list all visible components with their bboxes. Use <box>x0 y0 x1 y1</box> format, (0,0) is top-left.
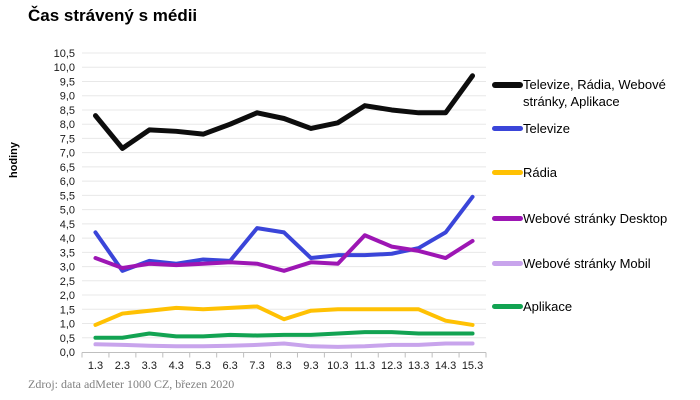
x-tick-label: 2.3 <box>115 360 130 372</box>
y-tick-label: 10,5 <box>54 48 75 60</box>
y-tick-label: 1,5 <box>60 304 75 316</box>
x-tick-label: 3.3 <box>142 360 157 372</box>
legend-swatch <box>492 170 523 175</box>
y-tick-label: 7,0 <box>60 148 75 160</box>
legend-item: Aplikace <box>492 298 693 315</box>
legend-label: Webové stránky Mobil <box>523 256 651 271</box>
y-tick-label: 6,0 <box>60 176 75 188</box>
legend-swatch <box>492 216 523 221</box>
legend-item: Televize <box>492 120 693 137</box>
x-tick-label: 4.3 <box>169 360 184 372</box>
legend-label: Rádia <box>523 165 557 180</box>
y-tick-label: 5,5 <box>60 190 75 202</box>
x-tick-label: 11.3 <box>355 360 376 372</box>
series-line <box>93 330 475 340</box>
y-tick-label: 0,5 <box>60 333 75 345</box>
legend-item: Televize, Rádia, Webové stránky, Aplikac… <box>492 76 693 110</box>
legend-label: Aplikace <box>523 299 573 314</box>
x-tick-label: 7.3 <box>249 360 264 372</box>
x-tick-label: 6.3 <box>222 360 237 372</box>
x-tick-label: 13.3 <box>408 360 429 372</box>
series-line <box>93 194 475 273</box>
legend-swatch <box>492 126 523 131</box>
y-tick-label: 8,0 <box>60 119 75 131</box>
y-tick-label: 2,5 <box>60 276 75 288</box>
series-line <box>93 304 475 327</box>
y-tick-label: 3,0 <box>60 262 75 274</box>
series-line <box>93 233 475 273</box>
x-tick-label: 8.3 <box>276 360 291 372</box>
x-tick-label: 5.3 <box>196 360 211 372</box>
y-tick-label: 9,5 <box>60 76 75 88</box>
y-tick-label: 8,5 <box>60 105 75 117</box>
legend-swatch <box>492 304 523 309</box>
y-tick-label: 1,0 <box>60 319 75 331</box>
x-tick-label: 12.3 <box>381 360 402 372</box>
legend-swatch <box>492 261 523 266</box>
legend-swatch <box>492 82 523 88</box>
series-line <box>92 73 476 151</box>
legend-item: Rádia <box>492 164 693 181</box>
y-tick-label: 10,0 <box>54 62 75 74</box>
y-tick-label: 9,0 <box>60 91 75 103</box>
chart-title: Čas strávený s médii <box>28 6 198 25</box>
source-note: Zdroj: data adMeter 1000 CZ, březen 2020 <box>28 377 235 391</box>
x-tick-label: 15.3 <box>462 360 483 372</box>
x-tick-label: 14.3 <box>435 360 456 372</box>
y-tick-label: 3,5 <box>60 247 75 259</box>
y-tick-label: 5,0 <box>60 205 75 217</box>
x-tick-label: 9.3 <box>303 360 318 372</box>
y-tick-label: 4,5 <box>60 219 75 231</box>
y-tick-label: 4,0 <box>60 233 75 245</box>
x-tick-label: 1.3 <box>88 360 103 372</box>
legend-label: Televize, Rádia, Webové stránky, Aplikac… <box>523 77 666 109</box>
y-tick-label: 2,0 <box>60 290 75 302</box>
y-tick-label: 0,0 <box>60 347 75 359</box>
y-tick-label: 6,5 <box>60 162 75 174</box>
legend-label: Webové stránky Desktop <box>523 211 668 226</box>
x-tick-label: 10.3 <box>327 360 348 372</box>
series-line <box>93 341 475 349</box>
legend-item: Webové stránky Mobil <box>492 255 693 272</box>
legend-label: Televize <box>523 121 570 136</box>
legend-item: Webové stránky Desktop <box>492 210 693 227</box>
y-tick-label: 7,5 <box>60 133 75 145</box>
